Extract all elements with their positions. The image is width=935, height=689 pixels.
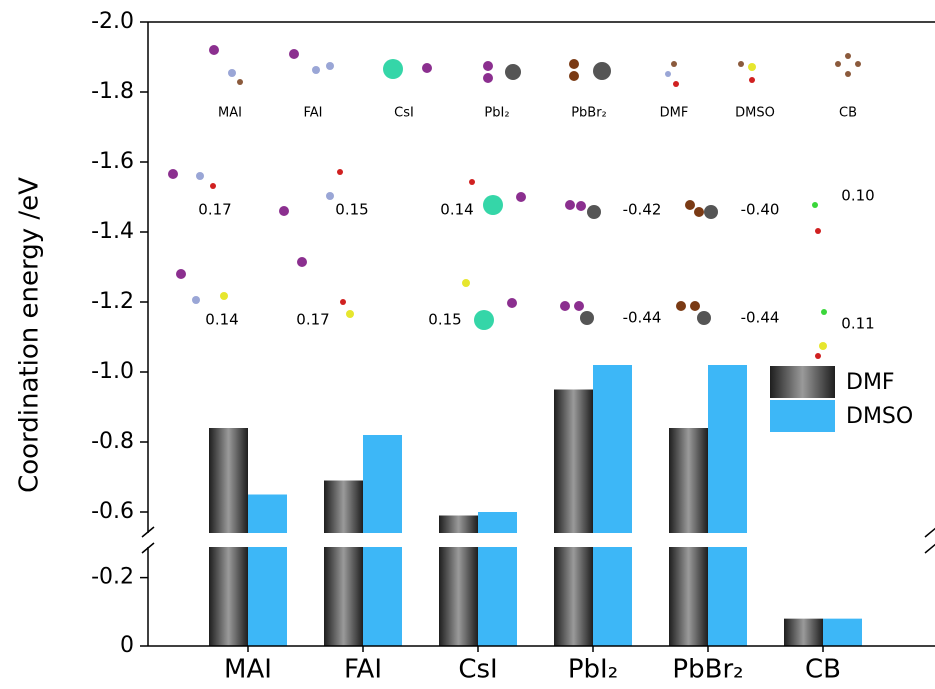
- legend-label: DMSO: [846, 404, 913, 429]
- bar: [324, 481, 363, 647]
- x-tick-label: MAI: [224, 655, 272, 685]
- complex-energy: 0.11: [841, 315, 874, 333]
- y-tick-label: -1.6: [91, 149, 134, 174]
- complex-energy: 0.14: [440, 201, 473, 219]
- y-tick-label: -0.8: [91, 429, 134, 454]
- complex-energy: -0.44: [741, 309, 780, 327]
- x-tick-label: PbI₂: [568, 655, 618, 685]
- legend-label: DMF: [846, 370, 895, 395]
- y-tick-label: -0.6: [91, 499, 134, 524]
- bar: [708, 365, 747, 646]
- molecule-label: FAI: [303, 106, 322, 121]
- chart: Coordination energy /eV 0 -0.2 -0.6 -0.8 -1.…: [0, 0, 935, 689]
- y-tick-label: -2.0: [91, 9, 134, 34]
- bar: [784, 619, 823, 646]
- complex-energy: -0.40: [741, 201, 780, 219]
- molecule-label: MAI: [218, 106, 242, 121]
- x-tick-label: FAI: [344, 655, 382, 685]
- x-tick-label: PbBr₂: [672, 655, 743, 685]
- molecule-label: CsI: [394, 106, 414, 121]
- y-axis-label: Coordination energy /eV: [15, 177, 45, 493]
- y-tick-label: -1.2: [91, 289, 134, 314]
- molecule-label: PbI₂: [484, 106, 509, 121]
- y-tick-label: -1.4: [91, 219, 134, 244]
- complex-energy: 0.15: [335, 201, 368, 219]
- legend-swatch: [770, 400, 835, 432]
- complex-energy: 0.15: [428, 311, 461, 329]
- y-tick-label: -1.0: [91, 359, 134, 384]
- complex-energy: -0.42: [623, 201, 662, 219]
- y-tick-label: -1.8: [91, 79, 134, 104]
- molecule-label: PbBr₂: [571, 106, 607, 121]
- molecule-label: CB: [839, 106, 857, 121]
- complex-energy: 0.17: [296, 311, 329, 329]
- x-tick-label: CsI: [458, 655, 497, 685]
- complex-energy: 0.14: [205, 311, 238, 329]
- molecule-label: DMF: [660, 106, 689, 121]
- complex-energy: 0.10: [841, 187, 874, 205]
- x-tick-label: CB: [805, 655, 841, 685]
- y-tick-label: 0: [120, 633, 134, 658]
- axis-break-gap: [138, 533, 935, 547]
- molecule-label: DMSO: [735, 106, 775, 121]
- page: {"chart_data": {"type": "bar", "y_label"…: [0, 0, 935, 689]
- y-tick-label: -0.2: [91, 565, 134, 590]
- bar: [248, 495, 287, 647]
- bar: [823, 619, 862, 646]
- bar: [593, 365, 632, 646]
- complex-energy: -0.44: [623, 309, 662, 327]
- complex-energy: 0.17: [198, 201, 231, 219]
- bar: [554, 390, 593, 647]
- legend-swatch: [770, 366, 835, 398]
- bar: [478, 512, 517, 646]
